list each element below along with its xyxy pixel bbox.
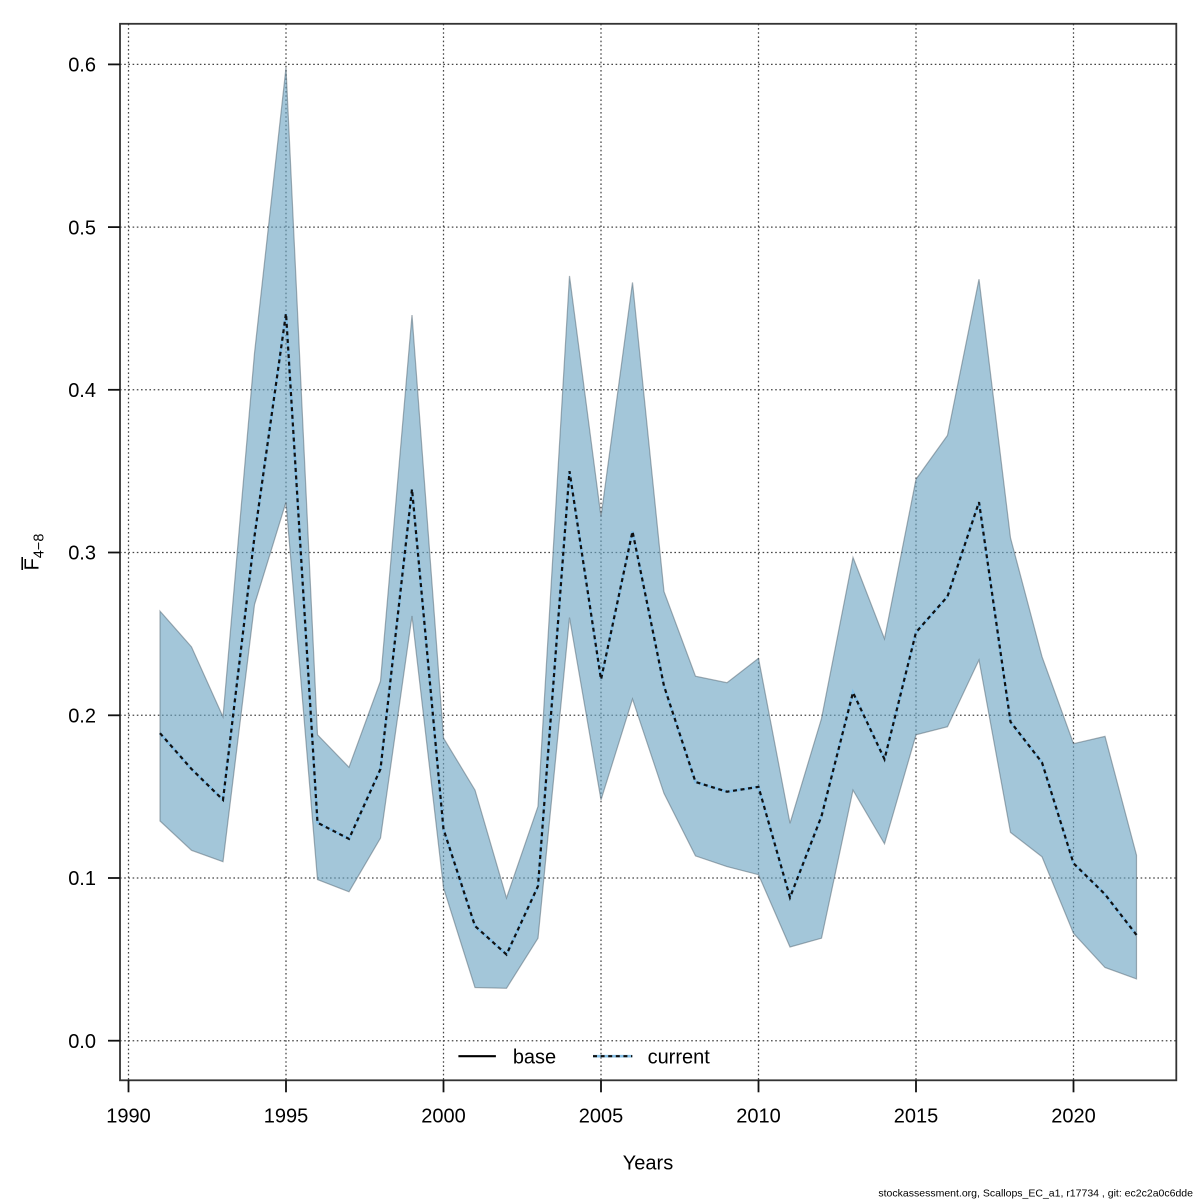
svg-text:current: current bbox=[648, 1046, 711, 1068]
svg-text:2005: 2005 bbox=[579, 1106, 624, 1128]
svg-text:1995: 1995 bbox=[264, 1106, 309, 1128]
svg-text:2000: 2000 bbox=[421, 1106, 466, 1128]
svg-text:0.3: 0.3 bbox=[68, 543, 96, 565]
svg-text:1990: 1990 bbox=[106, 1106, 151, 1128]
svg-text:0.0: 0.0 bbox=[68, 1031, 96, 1053]
svg-text:stockassessment.org, Scallops_: stockassessment.org, Scallops_EC_a1, r17… bbox=[878, 1188, 1193, 1200]
svg-text:0.1: 0.1 bbox=[68, 868, 96, 890]
svg-text:2010: 2010 bbox=[736, 1106, 781, 1128]
svg-text:0.6: 0.6 bbox=[68, 55, 96, 77]
svg-text:0.4: 0.4 bbox=[68, 380, 96, 402]
svg-text:Years: Years bbox=[623, 1153, 673, 1175]
svg-text:0.5: 0.5 bbox=[68, 217, 96, 239]
svg-text:2020: 2020 bbox=[1051, 1106, 1096, 1128]
svg-text:2015: 2015 bbox=[894, 1106, 939, 1128]
svg-text:base: base bbox=[513, 1046, 556, 1068]
svg-text:0.2: 0.2 bbox=[68, 706, 96, 728]
